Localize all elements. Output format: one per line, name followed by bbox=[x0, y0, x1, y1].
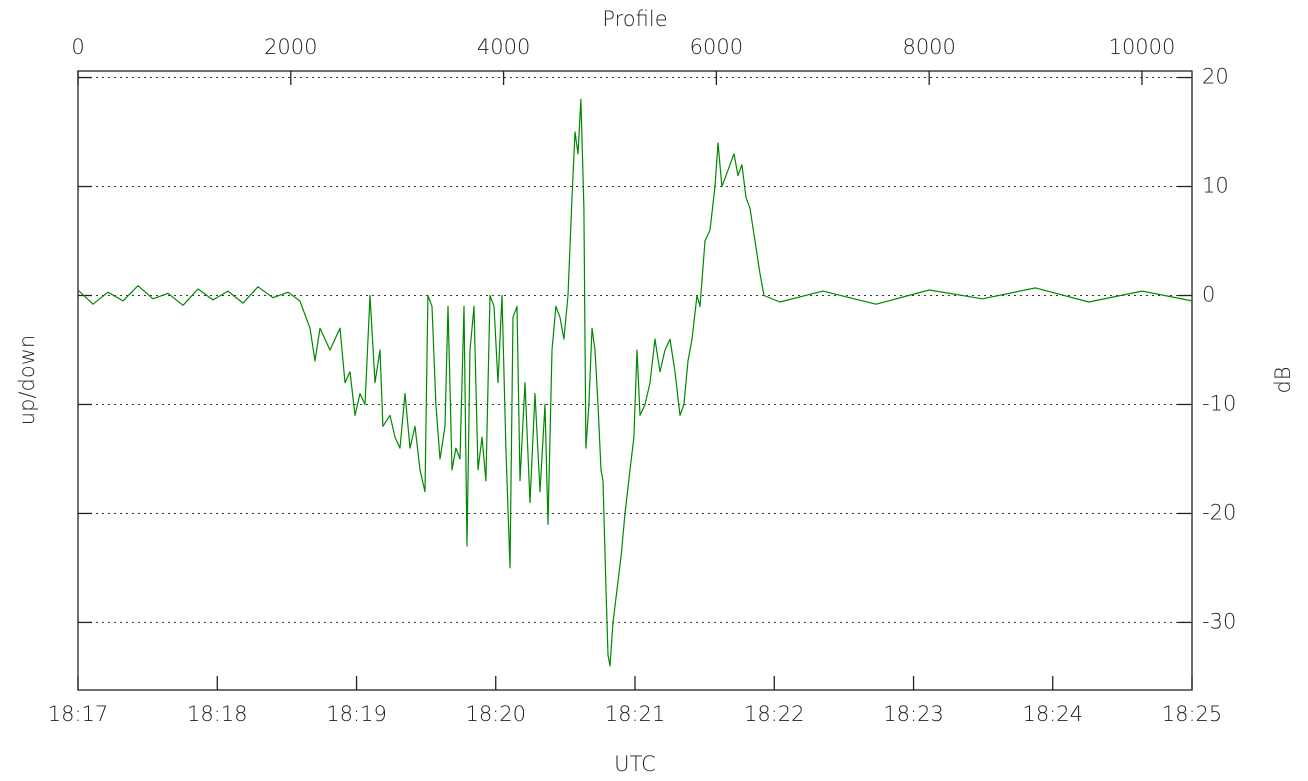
y-axis-title: up/down bbox=[15, 335, 39, 425]
top-tick-label: 2000 bbox=[264, 35, 317, 59]
top-tick-label: 10000 bbox=[1109, 35, 1176, 59]
top-tick-label: 4000 bbox=[477, 35, 530, 59]
x-tick-label: 18:22 bbox=[744, 702, 805, 726]
top-tick-label: 0 bbox=[71, 35, 84, 59]
top-tick-label: 6000 bbox=[690, 35, 743, 59]
y2-tick-label: -20 bbox=[1202, 500, 1236, 524]
x-axis-title: UTC bbox=[614, 752, 656, 776]
y2-tick-label: 0 bbox=[1202, 282, 1215, 306]
y2-tick-label: 20 bbox=[1202, 65, 1229, 89]
x-tick-label: 18:18 bbox=[187, 702, 248, 726]
x-tick-label: 18:20 bbox=[465, 702, 526, 726]
x-tick-label: 18:21 bbox=[605, 702, 666, 726]
y2-tick-label: 10 bbox=[1202, 174, 1229, 198]
x-tick-label: 18:17 bbox=[48, 702, 109, 726]
x-tick-label: 18:23 bbox=[883, 702, 944, 726]
y2-tick-label: -10 bbox=[1202, 391, 1236, 415]
x-tick-label: 18:25 bbox=[1162, 702, 1223, 726]
top-axis-title: Profile bbox=[602, 7, 667, 31]
plot-frame bbox=[77, 70, 1193, 691]
x-tick-label: 18:19 bbox=[326, 702, 387, 726]
y2-axis-title: dB bbox=[1271, 366, 1295, 393]
top-tick-label: 8000 bbox=[902, 35, 955, 59]
x-tick-label: 18:24 bbox=[1022, 702, 1083, 726]
data-line bbox=[77, 98, 1193, 667]
y2-tick-label: -30 bbox=[1202, 609, 1236, 633]
